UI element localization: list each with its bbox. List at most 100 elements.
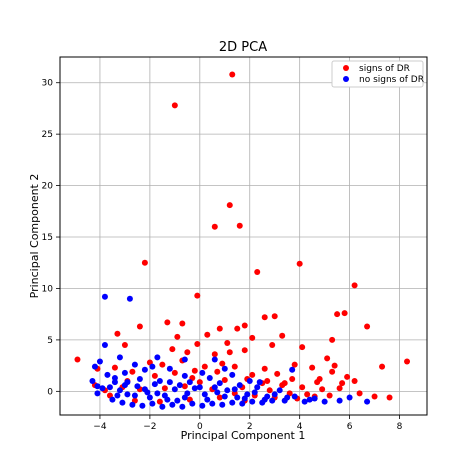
data-point (291, 361, 298, 368)
data-point (129, 368, 136, 375)
data-point (126, 295, 133, 302)
x-tick-label: 4 (297, 422, 303, 432)
data-point (136, 323, 143, 330)
data-point (356, 390, 363, 397)
data-point (121, 382, 128, 389)
data-point (364, 398, 371, 405)
data-point (184, 390, 191, 397)
data-point (251, 389, 258, 396)
data-point (156, 398, 163, 405)
y-tick-label: 15 (42, 233, 53, 243)
legend-marker-signs-of-dr (343, 65, 349, 71)
data-point (246, 378, 253, 385)
data-point (371, 393, 378, 400)
data-point (104, 371, 111, 378)
data-point (319, 386, 326, 393)
data-point (306, 396, 313, 403)
y-tick-label: 5 (47, 336, 53, 346)
data-point (309, 364, 316, 371)
x-axis-ticks: −4 −2 0 2 4 6 8 (93, 415, 403, 432)
data-point (256, 379, 263, 386)
data-point (344, 373, 351, 380)
data-point (201, 391, 208, 398)
data-point (111, 374, 118, 381)
data-point (279, 332, 286, 339)
data-point (289, 366, 296, 373)
data-point (171, 102, 178, 109)
data-point (301, 398, 308, 405)
data-point (296, 260, 303, 267)
data-point (106, 384, 113, 391)
data-point (299, 344, 306, 351)
data-point (249, 398, 256, 405)
data-point (206, 374, 213, 381)
data-point (241, 347, 248, 354)
data-point (131, 392, 138, 399)
data-point (271, 313, 278, 320)
data-point (211, 384, 218, 391)
data-point (124, 391, 131, 398)
y-axis-title: Principal Component 2 (28, 174, 41, 299)
data-point (234, 325, 241, 332)
y-tick-label: 0 (47, 387, 53, 397)
data-point (241, 322, 248, 329)
data-point (169, 346, 176, 353)
data-point (196, 384, 203, 391)
data-point (214, 389, 221, 396)
data-point (89, 378, 96, 385)
data-point (211, 223, 218, 230)
data-point (181, 383, 188, 390)
data-point (379, 363, 386, 370)
legend-label-signs-of-dr: signs of DR (359, 64, 410, 74)
data-point (289, 375, 296, 382)
data-point (96, 358, 103, 365)
data-point (231, 386, 238, 393)
data-point (119, 399, 126, 406)
data-point (351, 378, 358, 385)
data-point (134, 383, 141, 390)
data-point (261, 314, 268, 321)
data-point (121, 342, 128, 349)
series-signs-of-dr (74, 71, 411, 405)
data-point (199, 369, 206, 376)
data-point (259, 399, 266, 406)
data-point (341, 310, 348, 317)
data-point (336, 385, 343, 392)
data-point (331, 362, 338, 369)
data-point (129, 401, 136, 408)
y-tick-label: 30 (42, 79, 54, 89)
data-point (91, 363, 98, 370)
data-point (191, 367, 198, 374)
series-no-signs-of-dr (89, 293, 371, 410)
y-axis-ticks: 0 5 10 15 20 25 30 (42, 79, 60, 397)
data-point (221, 377, 228, 384)
data-point (224, 387, 231, 394)
data-point (239, 400, 246, 407)
data-point (116, 354, 123, 361)
data-point (261, 365, 268, 372)
data-point (209, 400, 216, 407)
x-tick-label: 8 (397, 422, 403, 432)
data-point (204, 331, 211, 338)
data-point (184, 349, 191, 356)
data-point (254, 269, 261, 276)
data-point (191, 385, 198, 392)
data-point (161, 385, 168, 392)
legend-marker-no-signs-of-dr (343, 76, 349, 82)
data-point (166, 379, 173, 386)
y-tick-label: 10 (42, 284, 54, 294)
data-point (94, 390, 101, 397)
data-point (281, 380, 288, 387)
series-layer (74, 71, 411, 410)
data-point (276, 387, 283, 394)
data-point (164, 319, 171, 326)
y-tick-label: 20 (42, 182, 54, 192)
data-point (234, 394, 241, 401)
data-point (244, 391, 251, 398)
data-point (141, 259, 148, 266)
data-point (109, 396, 116, 403)
data-point (221, 393, 228, 400)
data-point (159, 403, 166, 410)
data-point (139, 402, 146, 409)
